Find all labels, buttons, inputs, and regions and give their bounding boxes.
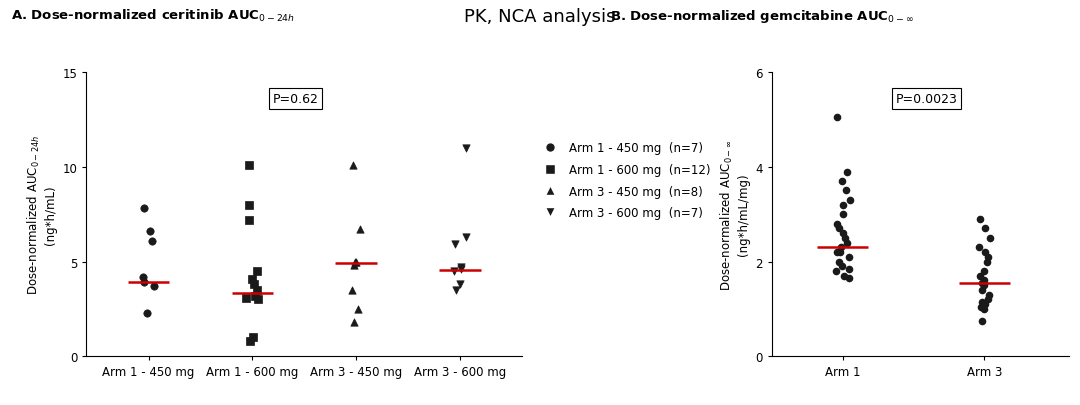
Point bbox=[246, 293, 264, 299]
Point bbox=[831, 226, 848, 232]
Point bbox=[831, 259, 848, 265]
Point bbox=[238, 294, 255, 301]
Point bbox=[343, 162, 361, 169]
Point bbox=[836, 273, 853, 279]
Point bbox=[457, 145, 474, 152]
Point bbox=[973, 299, 990, 305]
Point bbox=[249, 296, 267, 303]
Point bbox=[833, 245, 850, 251]
Y-axis label: Dose-normalized AUC$_{0-∞}$
(ng*h/mL/mg): Dose-normalized AUC$_{0-∞}$ (ng*h/mL/mg) bbox=[719, 139, 750, 290]
Point bbox=[343, 287, 361, 294]
Y-axis label: Dose-normalized AUC$_{0-24h}$
(ng*h/mL): Dose-normalized AUC$_{0-24h}$ (ng*h/mL) bbox=[26, 134, 57, 295]
Point bbox=[973, 318, 990, 324]
Text: P=0.0023: P=0.0023 bbox=[895, 93, 958, 106]
Point bbox=[974, 280, 991, 286]
Point bbox=[243, 276, 260, 282]
Point bbox=[976, 301, 994, 308]
Point bbox=[976, 249, 994, 256]
Point bbox=[244, 334, 261, 341]
Point bbox=[136, 279, 153, 286]
Point bbox=[346, 259, 363, 265]
Point bbox=[447, 287, 464, 294]
Point bbox=[446, 268, 463, 275]
Point bbox=[837, 188, 854, 194]
Point bbox=[975, 277, 993, 284]
Point bbox=[349, 306, 366, 312]
Point bbox=[146, 283, 163, 290]
Point bbox=[840, 254, 858, 260]
Point bbox=[980, 296, 997, 303]
Point bbox=[345, 319, 362, 326]
Point bbox=[975, 268, 993, 275]
Point bbox=[975, 306, 993, 312]
Point bbox=[840, 275, 858, 282]
Point bbox=[834, 211, 851, 218]
Point bbox=[351, 226, 368, 233]
Point bbox=[982, 235, 999, 241]
Point bbox=[837, 235, 854, 241]
Point bbox=[828, 221, 846, 227]
Point bbox=[453, 266, 470, 273]
Text: P=0.62: P=0.62 bbox=[273, 93, 319, 106]
Point bbox=[446, 242, 463, 248]
Point bbox=[347, 259, 364, 265]
Point bbox=[248, 287, 266, 294]
Legend: Arm 1 - 450 mg  (n=7), Arm 1 - 600 mg  (n=12), Arm 3 - 450 mg  (n=8), Arm 3 - 60: Arm 1 - 450 mg (n=7), Arm 1 - 600 mg (n=… bbox=[534, 137, 715, 224]
Point bbox=[245, 281, 262, 288]
Point bbox=[135, 274, 152, 280]
Text: B. Dose-normalized gemcitabine AUC$_{0-∞}$: B. Dose-normalized gemcitabine AUC$_{0-∞… bbox=[610, 8, 914, 25]
Point bbox=[457, 234, 474, 241]
Point bbox=[835, 202, 852, 209]
Point bbox=[972, 273, 989, 279]
Point bbox=[838, 169, 855, 175]
Point bbox=[834, 230, 851, 237]
Point bbox=[976, 226, 994, 232]
Point bbox=[840, 266, 858, 272]
Point bbox=[838, 240, 855, 246]
Point bbox=[828, 249, 846, 256]
Point bbox=[828, 115, 846, 121]
Point bbox=[975, 282, 993, 289]
Point bbox=[240, 217, 257, 224]
Point bbox=[248, 268, 266, 275]
Point bbox=[834, 263, 851, 270]
Point bbox=[143, 238, 160, 244]
Point bbox=[832, 249, 849, 256]
Point bbox=[240, 202, 257, 209]
Point bbox=[841, 197, 859, 204]
Point bbox=[136, 206, 153, 212]
Point bbox=[451, 281, 469, 288]
Point bbox=[345, 262, 362, 269]
Point bbox=[138, 310, 156, 316]
Point bbox=[827, 268, 845, 275]
Point bbox=[834, 178, 851, 185]
Point bbox=[971, 245, 988, 251]
Point bbox=[453, 264, 470, 271]
Point bbox=[972, 216, 989, 223]
Point bbox=[980, 254, 997, 260]
Point bbox=[981, 292, 998, 298]
Point bbox=[141, 228, 159, 235]
Point bbox=[242, 338, 259, 345]
Text: A. Dose-normalized ceritinib AUC$_{0-24h}$: A. Dose-normalized ceritinib AUC$_{0-24h… bbox=[11, 8, 295, 24]
Point bbox=[978, 259, 996, 265]
Point bbox=[974, 287, 991, 294]
Point bbox=[240, 162, 257, 169]
Text: PK, NCA analysis: PK, NCA analysis bbox=[464, 8, 616, 26]
Point bbox=[972, 304, 989, 310]
